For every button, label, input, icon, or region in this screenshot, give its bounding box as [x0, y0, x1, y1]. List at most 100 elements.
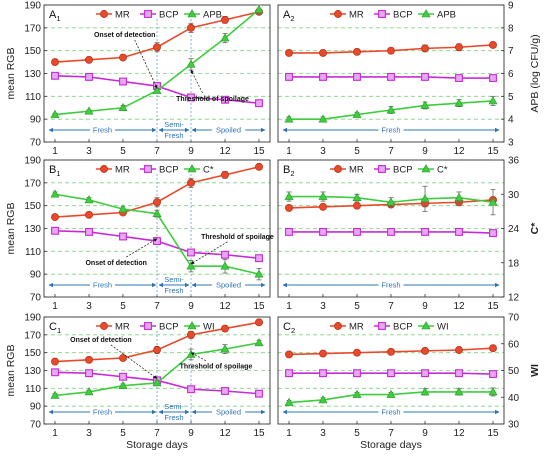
data-point-MR — [455, 43, 463, 52]
y-tick-label: 190 — [24, 156, 41, 167]
data-point-WI — [318, 395, 328, 404]
x-tick-label: 12 — [219, 428, 231, 439]
data-point-APB — [186, 59, 196, 68]
y-axis-label: mean RGB — [5, 48, 17, 100]
x-tick-label: 7 — [154, 428, 160, 439]
data-point-BCP — [255, 99, 263, 108]
data-point-APB — [84, 106, 94, 115]
y-tick-label: 130 — [24, 366, 41, 377]
x-tick-label: 9 — [422, 146, 428, 157]
data-point-MR — [353, 201, 361, 210]
panel-label: C2 — [283, 321, 295, 335]
panel-A2: 1 3 5 7 9 12 15 3 4 5 6 7 8 9 APB (log CFU/g) A2 MR BCP AP… — [277, 1, 541, 157]
x-tick-label: 9 — [188, 428, 194, 439]
data-point-BCP — [421, 369, 429, 378]
phase-label: Spoiled — [216, 126, 241, 135]
x-tick-label: 3 — [320, 428, 326, 439]
data-point-MR — [319, 349, 327, 358]
panel-label-letter: A — [49, 9, 57, 21]
phase-label-line1: Semi- — [164, 275, 184, 284]
right-y-tick-label: 70 — [508, 313, 520, 324]
data-point-MR — [455, 346, 463, 354]
data-point-C* — [84, 195, 94, 204]
data-point-C* — [488, 197, 498, 206]
data-point-BCP — [489, 74, 497, 83]
x-tick-label: 1 — [52, 428, 58, 439]
data-point-APB — [254, 4, 264, 13]
y-tick-label: 70 — [30, 420, 42, 431]
data-point-APB — [488, 96, 498, 105]
data-point-BCP — [455, 74, 463, 83]
data-point-APB — [118, 102, 128, 112]
x-tick-label: 1 — [286, 428, 292, 439]
data-point-BCP — [319, 72, 327, 81]
x-tick-label: 9 — [422, 428, 428, 439]
data-point-APB — [420, 100, 430, 109]
data-point-C* — [386, 197, 396, 206]
panel-label-letter: C — [283, 321, 291, 333]
data-point-BCP — [319, 227, 327, 236]
data-point-BCP — [489, 229, 497, 238]
data-point-WI — [152, 378, 162, 387]
y-tick-label: 110 — [25, 384, 41, 395]
data-point-WI — [386, 389, 396, 398]
x-tick-label: 3 — [86, 301, 92, 312]
data-point-MR — [221, 170, 229, 179]
data-point-BCP — [85, 227, 93, 236]
data-point-MR — [353, 348, 361, 357]
legend-label: MR — [115, 322, 130, 333]
annotation-arrow — [126, 238, 158, 258]
x-axis-label: Storage days — [126, 439, 188, 451]
y-tick-label: 130 — [24, 224, 41, 235]
annotation-arrow — [190, 241, 228, 265]
data-point-MR — [51, 357, 59, 366]
right-y-tick-label: 4 — [508, 115, 514, 126]
legend-label: MR — [349, 322, 364, 333]
data-point-MR — [221, 324, 229, 333]
panel-label: A1 — [49, 9, 61, 23]
legend-marker — [144, 165, 152, 173]
data-point-MR — [489, 344, 497, 353]
data-point-BCP — [353, 72, 361, 81]
right-y-tick-label: 7 — [508, 46, 514, 57]
x-tick-label: 9 — [188, 301, 194, 312]
x-axis-label: Storage days — [360, 439, 422, 451]
data-point-BCP — [285, 227, 293, 236]
right-y-axis-label: WI — [529, 364, 541, 377]
x-tick-label: 12 — [453, 428, 465, 439]
panel-label-subscript: 2 — [290, 14, 294, 23]
data-point-APB — [152, 85, 162, 94]
data-point-WI — [352, 389, 362, 398]
right-y-tick-label: 3 — [508, 138, 514, 149]
data-point-BCP — [221, 95, 229, 104]
data-point-BCP — [421, 227, 429, 236]
legend-label: BCP — [393, 10, 413, 21]
x-tick-label: 5 — [120, 428, 126, 439]
legend-marker — [378, 165, 386, 173]
annotation-text: Threshold of spoilage — [176, 96, 249, 103]
legend-marker — [187, 321, 197, 330]
right-y-tick-label: 8 — [508, 23, 514, 34]
data-point-BCP — [353, 227, 361, 236]
panel-label-subscript: 1 — [57, 326, 61, 335]
x-tick-label: 12 — [219, 146, 231, 157]
legend-label: MR — [115, 10, 130, 21]
phase-label: Spoiled — [216, 408, 241, 417]
x-tick-label: 15 — [253, 301, 265, 312]
data-point-BCP — [119, 77, 127, 86]
panel-label: A2 — [283, 9, 295, 23]
data-point-BCP — [187, 93, 195, 102]
data-point-MR — [319, 49, 327, 57]
data-point-BCP — [85, 72, 93, 81]
right-y-axis-label: APB (log CFU/g) — [529, 34, 541, 112]
panel-label-subscript: 2 — [290, 169, 294, 178]
data-point-BCP — [221, 387, 229, 395]
data-point-C* — [152, 208, 162, 217]
phase-label-line2: Fresh — [164, 131, 183, 140]
data-point-WI — [284, 397, 294, 406]
data-point-BCP — [489, 370, 497, 379]
panel-label-letter: A — [283, 9, 291, 21]
data-point-MR — [421, 346, 429, 355]
legend-marker — [100, 165, 108, 173]
